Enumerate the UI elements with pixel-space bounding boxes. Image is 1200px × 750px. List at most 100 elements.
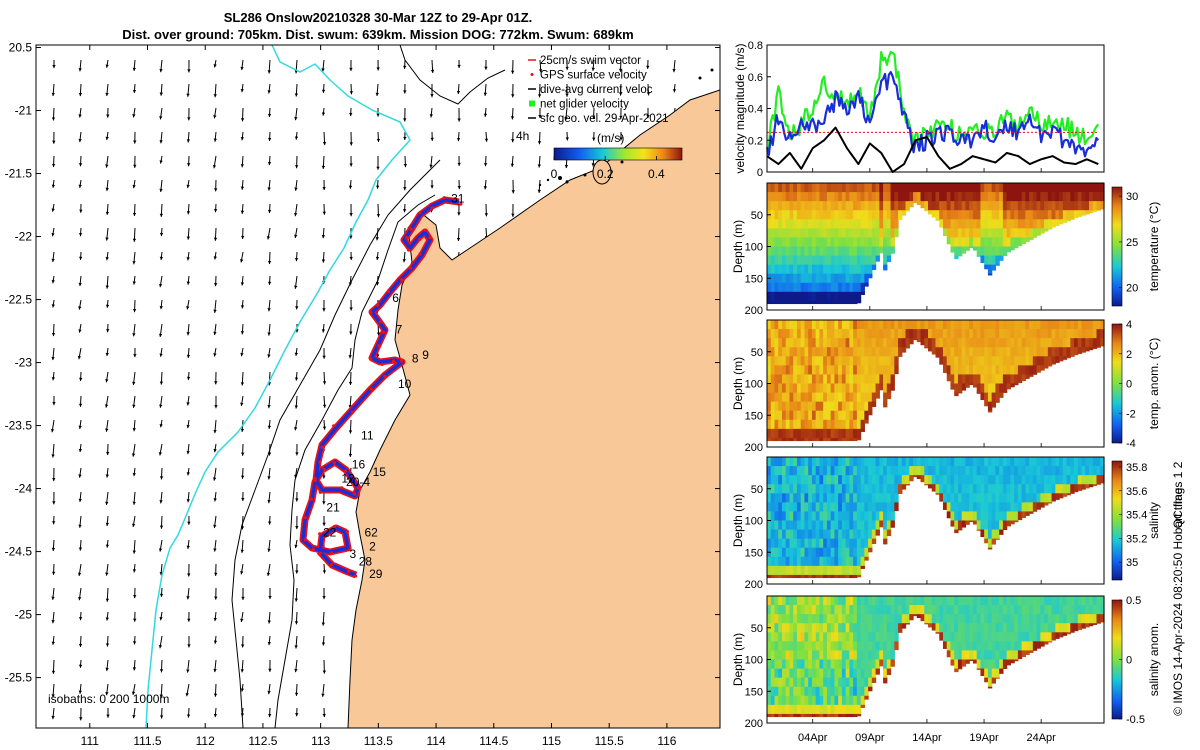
section-cell [834, 419, 839, 430]
section-cell [894, 329, 899, 339]
section-cell [823, 475, 828, 485]
section-y-tick-label: 200 [745, 305, 763, 317]
section-cell [804, 383, 809, 393]
section-cell [778, 219, 783, 229]
section-cell [969, 329, 974, 339]
section-cell [1017, 192, 1023, 202]
section-cell [804, 466, 809, 476]
section-cell [853, 529, 858, 540]
section-cell [886, 329, 892, 339]
section-cell [931, 484, 937, 492]
section-cell [875, 329, 880, 339]
section-cell [980, 338, 985, 348]
section-cell [826, 695, 832, 706]
gps-point [386, 289, 391, 294]
velocity-arrowhead [322, 475, 326, 479]
velocity-arrowhead [51, 280, 55, 284]
gps-point [376, 303, 380, 307]
section-cell [965, 237, 970, 247]
section-cell [883, 475, 888, 485]
section-cell [838, 329, 843, 339]
section-cell [961, 650, 967, 660]
section-cell [1062, 623, 1068, 633]
section-cell [819, 329, 824, 339]
section-cell [770, 596, 776, 606]
section-cell [778, 320, 783, 330]
section-cell [811, 529, 817, 540]
section-cell [1040, 466, 1045, 476]
gps-point [343, 469, 348, 473]
section-cell [1002, 466, 1008, 476]
section-cell [781, 374, 787, 384]
section-cell [1006, 347, 1011, 357]
section-cell [804, 291, 809, 302]
section-cell [789, 183, 794, 193]
section-cell [808, 659, 813, 669]
section-cell [793, 686, 798, 697]
section-cell [770, 520, 776, 530]
section-cell [890, 493, 895, 503]
section-cell [965, 650, 970, 660]
section-y-tick-label: 50 [751, 347, 763, 359]
section-cell [793, 668, 798, 679]
section-cell [1032, 475, 1038, 485]
section-cell [905, 210, 910, 212]
section-cell [957, 365, 963, 375]
section-cell [781, 605, 787, 615]
section-cell [920, 596, 925, 606]
section-cell [815, 374, 821, 384]
section-cell [909, 183, 914, 193]
section-cell [1014, 374, 1019, 384]
velocity-arrowhead [321, 89, 326, 93]
velocity-arrowhead [131, 691, 136, 695]
lat-tick-label: 20.5 [9, 41, 33, 55]
velocity-y-tick-label: 0 [757, 167, 763, 179]
section-cell [965, 641, 970, 651]
section-cell [879, 192, 884, 202]
section-cell [770, 704, 776, 715]
section-cell [886, 365, 892, 375]
section-cell [860, 475, 865, 485]
section-cell [856, 320, 862, 330]
section-cell [767, 264, 772, 275]
section-cell [1017, 374, 1023, 384]
velocity-arrowhead [213, 237, 218, 241]
section-cell [976, 237, 982, 247]
section-cell [999, 493, 1004, 503]
section-cell [856, 605, 862, 615]
section-cell [856, 273, 862, 284]
section-cell [793, 392, 798, 403]
velocity-arrowhead [294, 621, 299, 625]
section-cell [778, 538, 783, 549]
section-cell [980, 475, 985, 485]
velocity-arrowhead [294, 116, 298, 121]
section-cell [841, 246, 847, 256]
section-cell [972, 632, 978, 642]
section-cell [830, 255, 835, 266]
section-cell [1029, 219, 1034, 229]
velocity-arrowhead [186, 499, 190, 503]
section-cell [785, 713, 791, 718]
section-cell [811, 264, 817, 275]
section-cell [864, 659, 869, 669]
section-cell [778, 383, 783, 393]
section-cell [770, 502, 776, 512]
section-cell [860, 201, 865, 211]
section-cell [1085, 605, 1090, 615]
section-cell [774, 383, 779, 393]
velocity-arrowhead [51, 596, 55, 600]
velocity-arrowhead [241, 235, 245, 240]
velocity-arrowhead [51, 620, 55, 624]
section-cell [845, 347, 850, 357]
section-cell [815, 246, 821, 256]
section-cell [811, 300, 817, 305]
section-cell [976, 374, 982, 384]
section-cell [1025, 347, 1030, 357]
section-cell [819, 246, 824, 256]
section-cell [942, 365, 948, 373]
section-cell [774, 466, 779, 476]
section-cell [1081, 329, 1086, 339]
section-cell [1029, 356, 1034, 366]
section-cell [853, 192, 858, 202]
section-cell [815, 392, 821, 403]
